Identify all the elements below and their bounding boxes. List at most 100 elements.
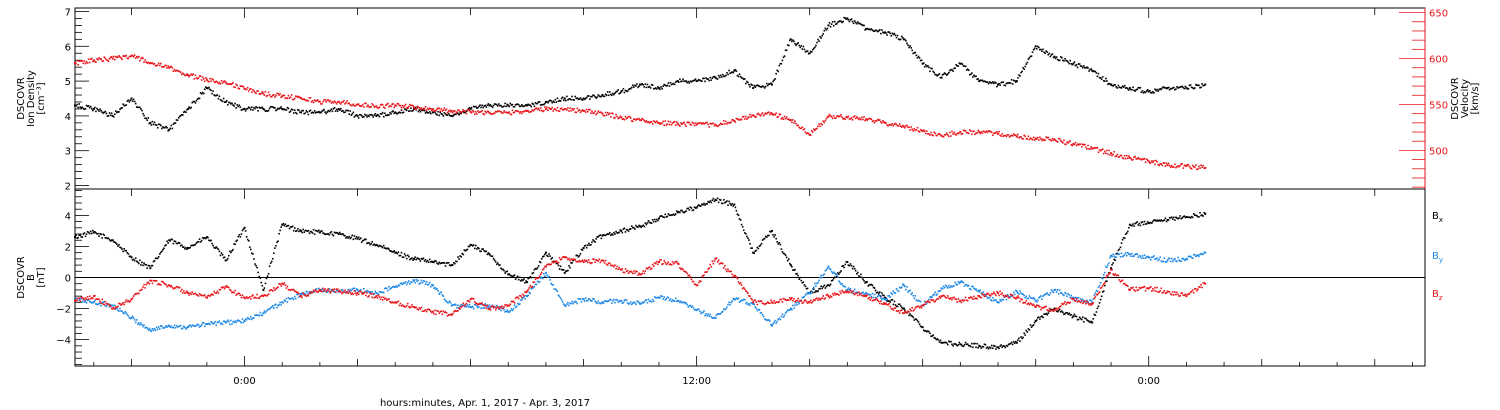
sample-dot <box>475 303 477 306</box>
data-point <box>544 108 547 111</box>
data-point <box>488 111 491 114</box>
sample-dot <box>874 120 877 122</box>
sample-dot <box>911 315 914 317</box>
sample-dot <box>713 200 716 203</box>
sample-dot <box>302 109 304 112</box>
sample-dot <box>180 114 183 116</box>
sample-dot <box>1035 319 1038 321</box>
sample-dot <box>1027 297 1030 300</box>
sample-dot <box>976 132 978 134</box>
sample-dot <box>377 293 380 296</box>
sample-dot <box>437 310 439 312</box>
sample-dot <box>908 46 910 49</box>
sample-dot <box>1024 135 1027 138</box>
sample-dot <box>721 73 724 76</box>
sample-dot <box>185 328 187 330</box>
sample-dot <box>245 318 248 321</box>
sample-dot <box>851 267 854 270</box>
sample-dot <box>269 262 272 264</box>
sample-dot <box>437 289 439 292</box>
sample-dot <box>1199 86 1201 89</box>
sample-dot <box>164 64 166 67</box>
sample-dot <box>132 317 135 319</box>
sample-dot <box>704 80 706 83</box>
sample-dot <box>806 287 809 290</box>
sample-dot <box>286 285 289 288</box>
sample-dot <box>414 256 416 258</box>
sample-dot <box>391 110 393 113</box>
sample-dot <box>1011 134 1014 137</box>
sample-dot <box>116 111 118 114</box>
sample-dot <box>332 107 335 110</box>
sample-dot <box>998 301 1000 304</box>
sample-dot <box>1152 256 1154 258</box>
sample-dot <box>307 294 310 297</box>
sample-dot <box>174 240 177 243</box>
sample-dot <box>445 108 448 111</box>
sample-dot <box>233 321 235 324</box>
sample-dot <box>199 75 202 78</box>
sample-dot <box>885 122 887 124</box>
sample-dot <box>226 83 229 85</box>
sample-dot <box>160 284 162 286</box>
sample-dot <box>240 296 243 299</box>
sample-dot <box>991 81 994 83</box>
sample-dot <box>558 257 561 259</box>
sample-dot <box>188 247 190 249</box>
sample-dot <box>890 34 893 37</box>
sample-dot <box>412 109 414 112</box>
sample-dot <box>668 123 671 126</box>
sample-dot <box>1036 299 1039 302</box>
sample-dot <box>318 100 320 103</box>
sample-dot <box>511 109 514 112</box>
sample-dot <box>989 347 992 349</box>
sample-dot <box>1118 86 1121 89</box>
sample-dot <box>1117 253 1120 255</box>
sample-dot <box>777 116 780 118</box>
sample-dot <box>1090 146 1092 148</box>
sample-dot <box>591 262 593 264</box>
sample-dot <box>1023 332 1025 335</box>
sample-dot <box>755 115 758 118</box>
y-tick-label: 0 <box>65 274 71 285</box>
sample-dot <box>711 199 714 202</box>
sample-dot <box>505 310 507 313</box>
sample-dot <box>862 118 864 121</box>
sample-dot <box>444 113 447 115</box>
sample-dot <box>250 298 252 300</box>
sample-dot <box>791 309 793 311</box>
sample-dot <box>1094 70 1097 73</box>
sample-dot <box>1160 219 1163 221</box>
sample-dot <box>210 80 212 82</box>
sample-dot <box>683 80 685 82</box>
sample-dot <box>246 238 249 241</box>
sample-dot <box>1005 298 1008 301</box>
sample-dot <box>498 103 500 105</box>
sample-dot <box>957 132 960 135</box>
sample-dot <box>229 323 231 326</box>
sample-dot <box>1069 140 1072 142</box>
sample-dot <box>845 289 848 292</box>
sample-dot <box>645 299 648 301</box>
data-point <box>1034 137 1037 140</box>
sample-dot <box>418 106 421 109</box>
sample-dot <box>219 288 222 291</box>
sample-dot <box>226 286 229 289</box>
sample-dot <box>679 78 681 80</box>
sample-dot <box>431 109 433 112</box>
sample-dot <box>314 100 317 102</box>
sample-dot <box>785 116 788 119</box>
sample-dot <box>447 110 450 113</box>
sample-dot <box>829 268 832 271</box>
sample-dot <box>291 297 294 299</box>
sample-dot <box>359 105 362 107</box>
sample-dot <box>860 23 862 26</box>
sample-dot <box>1105 152 1107 155</box>
sample-dot <box>1022 67 1024 69</box>
sample-dot <box>292 98 295 101</box>
sample-dot <box>218 288 221 291</box>
sample-dot <box>644 222 647 225</box>
sample-dot <box>263 94 266 96</box>
sample-dot <box>946 287 949 289</box>
sample-dot <box>449 114 452 117</box>
